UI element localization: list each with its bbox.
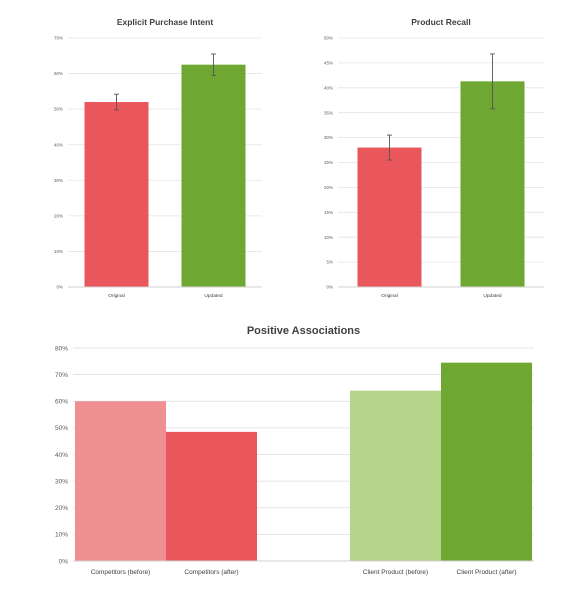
chart-title: Positive Associations xyxy=(247,325,360,337)
chart-1: Explicit Purchase Intent 0% 10% 20% 30% 40% 50… xyxy=(54,17,262,299)
bar xyxy=(75,401,166,561)
bar xyxy=(181,64,246,287)
y-tick-label: 0% xyxy=(56,285,63,290)
y-tick-label: 30% xyxy=(55,478,68,485)
x-tick-label: Client Product (before) xyxy=(363,569,428,576)
y-tick-label: 5% xyxy=(326,260,333,265)
bar xyxy=(350,390,441,561)
x-tick-label: Original xyxy=(381,293,398,299)
y-tick-label: 20% xyxy=(324,185,333,190)
y-tick-label: 30% xyxy=(324,135,333,140)
y-tick-label: 50% xyxy=(54,107,63,112)
y-tick-label: 20% xyxy=(55,505,68,512)
y-tick-label: 30% xyxy=(54,178,63,183)
y-tick-label: 70% xyxy=(54,36,63,41)
y-tick-label: 80% xyxy=(55,345,68,352)
y-tick-label: 20% xyxy=(54,213,63,218)
y-tick-label: 40% xyxy=(55,452,68,459)
bar xyxy=(441,362,532,561)
bar xyxy=(84,102,149,288)
chart-title: Product Recall xyxy=(411,17,471,27)
y-tick-label: 50% xyxy=(55,425,68,432)
y-tick-label: 0% xyxy=(59,558,69,565)
chart-2: Product Recall 0% 5% 10% 15% 20% 25% 30% 35% 40% 4… xyxy=(324,17,544,299)
bar xyxy=(460,81,525,288)
x-tick-label: Client Product (after) xyxy=(457,569,517,576)
y-tick-label: 10% xyxy=(324,235,333,240)
y-tick-label: 60% xyxy=(55,399,68,406)
x-tick-label: Updated xyxy=(204,293,222,299)
y-tick-label: 40% xyxy=(324,85,333,90)
x-tick-label: Competitors (before) xyxy=(91,569,151,576)
y-tick-label: 70% xyxy=(55,372,68,379)
y-tick-label: 0% xyxy=(326,285,333,290)
y-tick-label: 35% xyxy=(324,110,333,115)
x-tick-label: Updated xyxy=(483,293,501,299)
bar xyxy=(166,431,257,561)
y-tick-label: 10% xyxy=(54,249,63,254)
y-tick-label: 45% xyxy=(324,60,333,65)
x-tick-label: Original xyxy=(108,293,125,299)
y-tick-label: 40% xyxy=(54,142,63,147)
y-tick-label: 60% xyxy=(54,71,63,76)
y-tick-label: 10% xyxy=(55,532,68,539)
chart-3: Positive Associations 0% 10% 20% 30% 40% 50% 60… xyxy=(55,325,534,576)
bar xyxy=(357,147,422,287)
y-tick-label: 15% xyxy=(324,210,333,215)
x-tick-label: Competitors (after) xyxy=(184,569,238,576)
chart-title: Explicit Purchase Intent xyxy=(117,17,214,27)
y-tick-label: 25% xyxy=(324,160,333,165)
y-tick-label: 50% xyxy=(324,36,333,41)
